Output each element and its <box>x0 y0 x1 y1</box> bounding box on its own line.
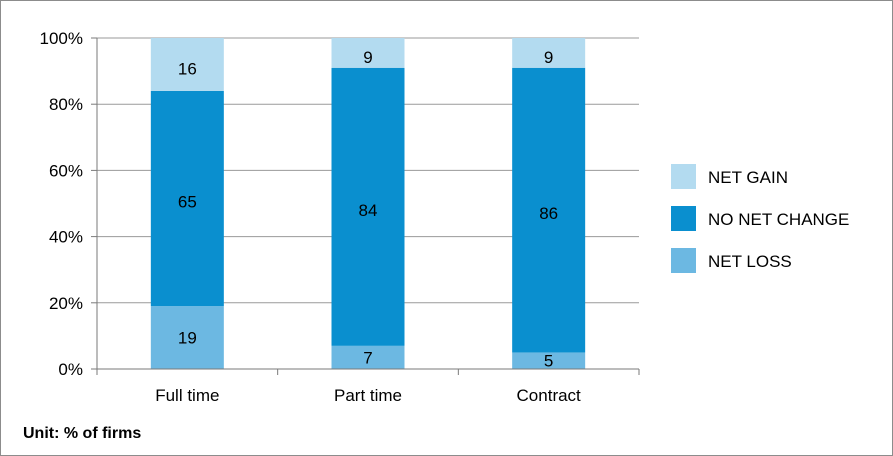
y-tick-label: 60% <box>49 161 83 180</box>
bar-segment <box>150 90 224 307</box>
x-tick-label: Part time <box>334 386 402 405</box>
bar-segment <box>331 38 405 68</box>
y-tick-label: 40% <box>49 228 83 247</box>
data-label: 9 <box>544 48 553 67</box>
axes <box>96 38 639 370</box>
legend-swatch <box>671 248 696 273</box>
legend-swatch <box>671 206 696 231</box>
bars <box>150 38 586 369</box>
y-axis-ticks: 0% 20% 40% 60% 80% 100% <box>40 29 97 379</box>
data-label: 16 <box>178 59 197 78</box>
data-label: 19 <box>178 329 197 348</box>
y-tick-label: 0% <box>58 360 83 379</box>
data-labels: 19 65 16 7 84 9 5 86 9 <box>178 48 558 371</box>
y-tick-label: 100% <box>40 29 83 48</box>
data-label: 65 <box>178 193 197 212</box>
legend-swatch <box>671 164 696 189</box>
bar-segment <box>150 306 224 369</box>
bar-segment <box>512 352 586 369</box>
bar-segment <box>331 345 405 369</box>
bar-segment <box>512 67 586 353</box>
data-label: 84 <box>359 201 378 220</box>
bar-segment <box>512 38 586 68</box>
data-label: 7 <box>363 348 372 367</box>
y-tick-label: 20% <box>49 294 83 313</box>
data-label: 9 <box>363 48 372 67</box>
data-label: 5 <box>544 352 553 371</box>
bar-segment <box>331 67 405 346</box>
legend: NET GAIN NO NET CHANGE NET LOSS <box>671 164 849 273</box>
legend-label: NO NET CHANGE <box>708 210 849 229</box>
y-tick-label: 80% <box>49 95 83 114</box>
data-label: 86 <box>539 204 558 223</box>
bar-segment <box>150 38 224 91</box>
legend-label: NET LOSS <box>708 252 792 271</box>
x-tick-label: Contract <box>517 386 582 405</box>
legend-label: NET GAIN <box>708 168 788 187</box>
x-axis-ticks: Full time Part time Contract <box>96 369 640 405</box>
x-tick-label: Full time <box>155 386 219 405</box>
unit-note: Unit: % of firms <box>23 425 142 442</box>
